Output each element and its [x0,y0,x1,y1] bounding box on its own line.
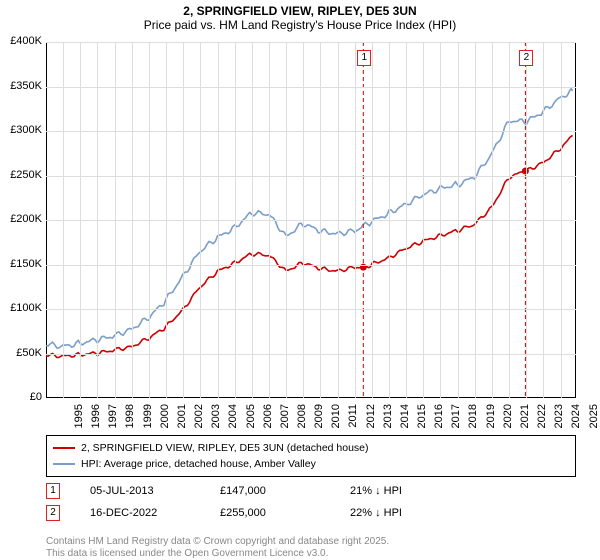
sale-badge: 2 [46,505,60,521]
x-axis-label: 2013 [382,404,394,434]
x-axis-label: 2011 [347,404,359,434]
x-axis-label: 2012 [365,404,377,434]
x-axis-label: 2020 [502,404,514,434]
y-axis-label: £400K [2,35,42,47]
x-axis-label: 2019 [485,404,497,434]
x-axis-label: 2015 [416,404,428,434]
y-axis-label: £100K [2,302,42,314]
x-axis-label: 2004 [227,404,239,434]
legend-row: HPI: Average price, detached house, Ambe… [53,456,569,472]
x-axis-label: 1995 [73,404,85,434]
y-axis-label: £200K [2,213,42,225]
x-axis-label: 2008 [296,404,308,434]
x-axis-label: 2018 [467,404,479,434]
x-axis-label: 2025 [588,404,600,434]
attribution-2: This data is licensed under the Open Gov… [46,548,328,559]
x-axis-label: 2007 [279,404,291,434]
x-axis-label: 2002 [193,404,205,434]
sale-date: 05-JUL-2013 [90,485,220,497]
y-axis-label: £50K [2,347,42,359]
x-axis-label: 2003 [210,404,222,434]
x-axis-label: 1997 [107,404,119,434]
x-axis-label: 2017 [450,404,462,434]
x-axis-label: 2005 [245,404,257,434]
marker-badge: 2 [519,50,533,66]
x-axis-label: 2000 [159,404,171,434]
sale-delta: 22% ↓ HPI [350,507,402,519]
x-axis-label: 2022 [536,404,548,434]
sale-row: 1 05-JUL-2013£147,00021% ↓ HPI [46,482,586,500]
sale-delta: 21% ↓ HPI [350,485,402,497]
sale-date: 16-DEC-2022 [90,507,220,519]
legend-label: HPI: Average price, detached house, Ambe… [81,458,316,470]
legend-row: 2, SPRINGFIELD VIEW, RIPLEY, DE5 3UN (de… [53,440,569,456]
x-axis-label: 2006 [262,404,274,434]
x-axis-label: 2024 [570,404,582,434]
x-axis-label: 2010 [330,404,342,434]
legend-swatch [53,447,75,449]
x-axis-label: 2021 [519,404,531,434]
y-axis-label: £150K [2,258,42,270]
x-axis-label: 1998 [124,404,136,434]
x-axis-label: 2016 [433,404,445,434]
x-axis-label: 2009 [313,404,325,434]
y-axis-label: £350K [2,80,42,92]
x-axis-label: 2023 [553,404,565,434]
y-axis-label: £300K [2,124,42,136]
legend: 2, SPRINGFIELD VIEW, RIPLEY, DE5 3UN (de… [46,435,576,477]
chart-container: { "title": {"line1": "2, SPRINGFIELD VIE… [0,0,600,560]
sale-price: £255,000 [220,507,350,519]
x-axis-label: 1999 [142,404,154,434]
y-axis-label: £0 [2,391,42,403]
sale-row: 2 16-DEC-2022£255,00022% ↓ HPI [46,504,586,522]
sale-badge: 1 [46,483,60,499]
x-axis-label: 2014 [399,404,411,434]
marker-badge: 1 [357,50,371,66]
legend-swatch [53,463,75,465]
sale-price: £147,000 [220,485,350,497]
x-axis-label: 1996 [90,404,102,434]
attribution-1: Contains HM Land Registry data © Crown c… [46,536,389,547]
series-price_paid [46,135,573,357]
y-axis-label: £250K [2,169,42,181]
x-axis-label: 2001 [176,404,188,434]
legend-label: 2, SPRINGFIELD VIEW, RIPLEY, DE5 3UN (de… [81,442,369,454]
